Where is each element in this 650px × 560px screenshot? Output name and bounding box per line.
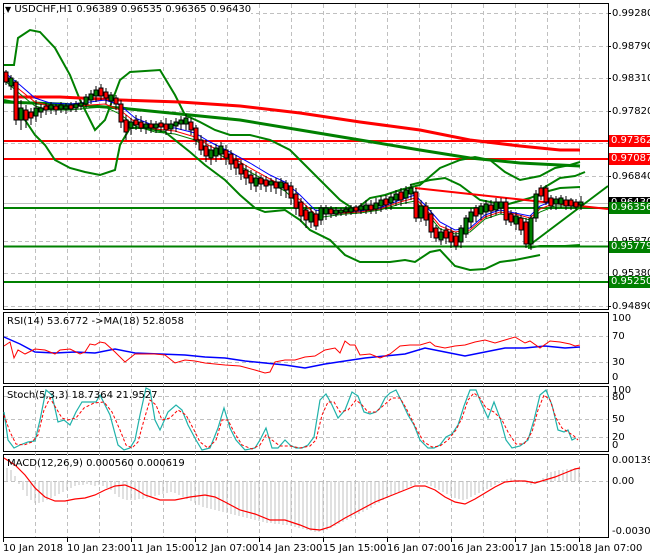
ma-fast-blue [3, 71, 581, 231]
time-label: 10 Jan 2018 [3, 543, 63, 554]
rsi-line [3, 336, 581, 374]
macd-tick: 0.001394 [612, 455, 650, 466]
ma-slow-green [3, 100, 581, 168]
main-pane-border [3, 3, 609, 310]
time-label: 16 Jan 23:00 [451, 543, 515, 554]
rsi-tick: 100 [612, 313, 632, 324]
price-tag-support-3: 0.95250 [609, 276, 650, 288]
price-tag-support-2: 0.95779 [609, 241, 650, 253]
time-label: 16 Jan 07:00 [387, 543, 451, 554]
price-tick: 0.96840 [612, 171, 650, 182]
rsi-label: RSI(14) 53.6772 ->MA(18) 52.8058 [7, 316, 184, 327]
macd-label: MACD(12,26,9) 0.000560 0.000619 [7, 458, 185, 469]
rsi-ma-line [3, 336, 581, 369]
price-tag-resistance-1: 0.97362 [609, 135, 650, 147]
stoch-tick: 0 [612, 440, 619, 451]
price-tag-resistance-2: 0.97087 [609, 153, 650, 165]
trendline-green [526, 185, 609, 248]
time-label: 11 Jan 15:00 [131, 543, 195, 554]
price-tick: 0.94890 [612, 301, 650, 312]
macd-signal-line [3, 457, 581, 531]
stoch-pane-border [3, 386, 609, 452]
symbol-header: ▼ USDCHF,H1 0.96389 0.96535 0.96365 0.96… [5, 4, 252, 15]
macd-tick: -0.003048 [612, 526, 650, 537]
macd-pane-border [3, 454, 609, 538]
price-tick: 0.98310 [612, 73, 650, 84]
stoch-tick: 100 [612, 385, 632, 396]
rsi-grid [4, 336, 608, 363]
stoch-signal-line [3, 392, 579, 450]
price-tick: 0.99280 [612, 8, 650, 19]
time-label: 17 Jan 15:00 [515, 543, 579, 554]
time-axis-ticks [3, 538, 580, 542]
price-tag-current: 0.96430 [609, 197, 650, 203]
time-label: 15 Jan 15:00 [323, 543, 387, 554]
rsi-tick: 70 [612, 331, 625, 342]
price-tick: 0.95380 [612, 268, 650, 279]
time-label: 18 Jan 07:00 [579, 543, 643, 554]
macd-tick: 0.00 [612, 476, 635, 487]
price-axis-ticks [608, 13, 611, 307]
support-resistance-levels [4, 140, 608, 283]
price-tick: 0.98790 [612, 41, 650, 52]
stoch-main-line [3, 387, 577, 451]
stoch-label: Stoch(5,3,3) 18.7364 21.9527 [7, 390, 158, 401]
bollinger-bands [3, 28, 586, 272]
time-label: 12 Jan 07:00 [195, 543, 259, 554]
rsi-pane-border [3, 312, 609, 384]
stoch-tick: 50 [612, 414, 625, 425]
stoch-tick: 20 [612, 432, 625, 443]
symbol-ohlc-text: USDCHF,H1 0.96389 0.96535 0.96365 0.9643… [14, 4, 252, 15]
rsi-tick: 30 [612, 357, 625, 368]
stoch-tick: 80 [612, 392, 625, 403]
time-label: 14 Jan 23:00 [259, 543, 323, 554]
rsi-tick: 0 [612, 372, 619, 383]
price-tick: 0.97820 [612, 106, 650, 117]
time-label: 10 Jan 23:00 [67, 543, 131, 554]
price-tag-support-1: 0.96356 [609, 202, 650, 214]
collapse-arrow-icon[interactable]: ▼ [5, 5, 12, 14]
vertical-grid [35, 4, 580, 537]
candlesticks [3, 70, 584, 250]
stoch-grid [4, 396, 608, 438]
